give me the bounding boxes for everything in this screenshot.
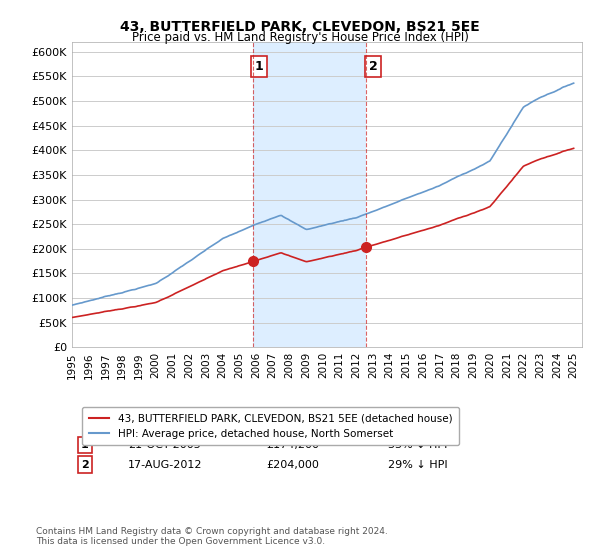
Text: 2: 2	[81, 460, 89, 470]
Text: £174,200: £174,200	[266, 440, 319, 450]
Text: 33% ↓ HPI: 33% ↓ HPI	[388, 440, 448, 450]
Bar	[253, 42, 366, 347]
Text: 1: 1	[81, 440, 89, 450]
Text: 2: 2	[368, 60, 377, 73]
Text: 29% ↓ HPI: 29% ↓ HPI	[388, 460, 448, 470]
Text: £204,000: £204,000	[266, 460, 319, 470]
Text: 1: 1	[255, 60, 263, 73]
Legend: 43, BUTTERFIELD PARK, CLEVEDON, BS21 5EE (detached house), HPI: Average price, d: 43, BUTTERFIELD PARK, CLEVEDON, BS21 5EE…	[82, 407, 458, 445]
Text: 21-OCT-2005: 21-OCT-2005	[128, 440, 201, 450]
Text: 43, BUTTERFIELD PARK, CLEVEDON, BS21 5EE: 43, BUTTERFIELD PARK, CLEVEDON, BS21 5EE	[120, 20, 480, 34]
Text: Contains HM Land Registry data © Crown copyright and database right 2024.
This d: Contains HM Land Registry data © Crown c…	[36, 526, 388, 546]
Text: Price paid vs. HM Land Registry's House Price Index (HPI): Price paid vs. HM Land Registry's House …	[131, 31, 469, 44]
Text: 17-AUG-2012: 17-AUG-2012	[128, 460, 203, 470]
